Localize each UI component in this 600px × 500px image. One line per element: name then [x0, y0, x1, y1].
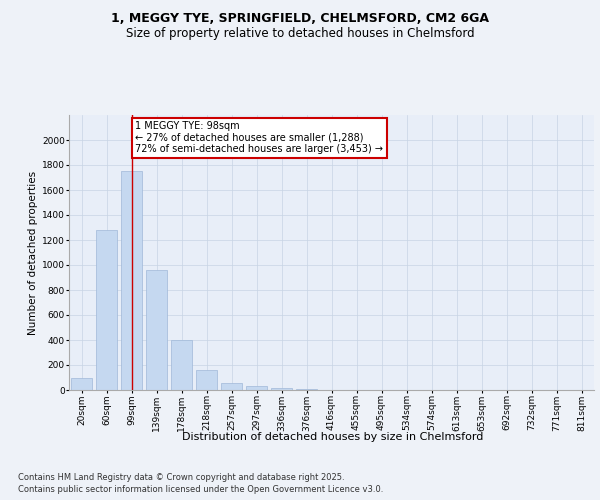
Bar — [121, 171, 142, 390]
Bar — [146, 270, 167, 390]
Bar — [71, 378, 92, 390]
Bar — [171, 340, 192, 390]
Text: 1 MEGGY TYE: 98sqm
← 27% of detached houses are smaller (1,288)
72% of semi-deta: 1 MEGGY TYE: 98sqm ← 27% of detached hou… — [135, 121, 383, 154]
Text: Distribution of detached houses by size in Chelmsford: Distribution of detached houses by size … — [182, 432, 484, 442]
Text: Size of property relative to detached houses in Chelmsford: Size of property relative to detached ho… — [125, 28, 475, 40]
Bar — [196, 370, 217, 390]
Y-axis label: Number of detached properties: Number of detached properties — [28, 170, 38, 334]
Bar — [96, 230, 117, 390]
Bar — [246, 386, 267, 390]
Text: 1, MEGGY TYE, SPRINGFIELD, CHELMSFORD, CM2 6GA: 1, MEGGY TYE, SPRINGFIELD, CHELMSFORD, C… — [111, 12, 489, 26]
Text: Contains HM Land Registry data © Crown copyright and database right 2025.: Contains HM Land Registry data © Crown c… — [18, 472, 344, 482]
Text: Contains public sector information licensed under the Open Government Licence v3: Contains public sector information licen… — [18, 485, 383, 494]
Bar — [271, 388, 292, 390]
Bar — [221, 382, 242, 390]
